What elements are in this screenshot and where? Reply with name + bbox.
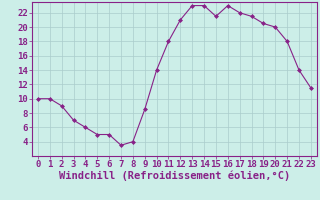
X-axis label: Windchill (Refroidissement éolien,°C): Windchill (Refroidissement éolien,°C) [59, 171, 290, 181]
